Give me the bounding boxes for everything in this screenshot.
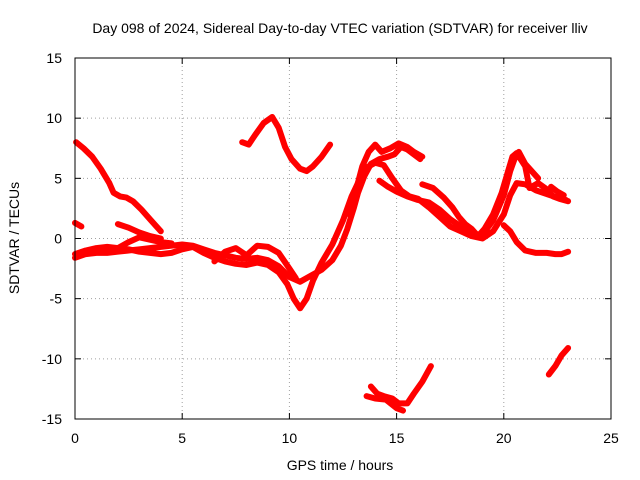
- series-trace-5: [114, 221, 164, 242]
- y-tick-label: -5: [50, 291, 63, 307]
- series-trace-8: [239, 114, 334, 175]
- series-trace-6: [114, 234, 175, 252]
- series-trace-15: [363, 393, 406, 414]
- y-tick-label: 0: [54, 231, 62, 247]
- series-trace-11: [419, 150, 572, 240]
- y-tick-label: -10: [42, 351, 62, 367]
- axis-ticks: 0 5 10 15 20 25 -15 -10 -5 0 5 10 15: [42, 50, 619, 446]
- x-tick-label: 5: [178, 430, 186, 446]
- x-tick-label: 25: [603, 430, 619, 446]
- chart-title: Day 098 of 2024, Sidereal Day-to-day VTE…: [92, 20, 587, 36]
- series-trace-16: [545, 345, 572, 378]
- series-trace-1: [73, 139, 164, 235]
- x-tick-label: 15: [389, 430, 405, 446]
- y-tick-label: -15: [42, 411, 62, 427]
- plot-series: [72, 114, 572, 414]
- x-tick-label: 0: [71, 430, 79, 446]
- series-trace-12: [500, 222, 572, 258]
- x-tick-label: 10: [282, 430, 298, 446]
- series-trace-14: [367, 363, 434, 407]
- series-trace-4: [72, 159, 569, 312]
- x-axis-label: GPS time / hours: [287, 457, 394, 473]
- y-axis-label: SDTVAR / TECUs: [6, 182, 22, 294]
- series-trace-13: [548, 183, 567, 199]
- y-tick-label: 10: [46, 110, 62, 126]
- y-tick-label: 15: [46, 50, 62, 66]
- series-trace-2: [72, 219, 85, 230]
- y-tick-label: 5: [54, 170, 62, 186]
- series-trace-9: [346, 140, 426, 218]
- series-trace-7: [211, 242, 299, 282]
- x-tick-label: 20: [496, 430, 512, 446]
